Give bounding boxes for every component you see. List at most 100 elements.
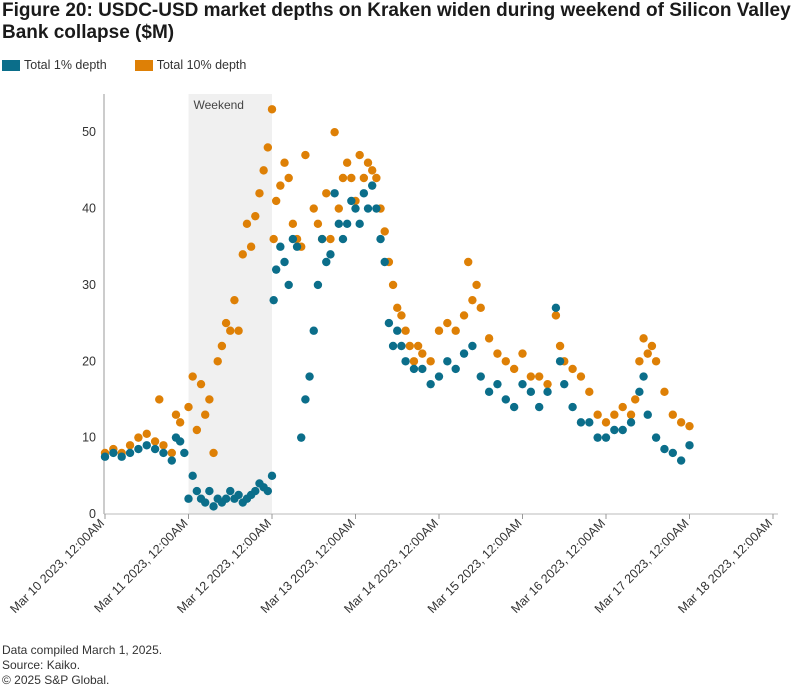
data-point bbox=[610, 425, 619, 435]
data-point bbox=[555, 341, 565, 351]
data-point bbox=[685, 421, 694, 431]
y-tick-label: 40 bbox=[82, 202, 96, 216]
data-point bbox=[150, 444, 160, 454]
data-point bbox=[221, 494, 231, 503]
data-point bbox=[188, 372, 197, 381]
data-point bbox=[384, 318, 394, 328]
data-point bbox=[443, 357, 452, 366]
data-point bbox=[180, 448, 189, 458]
data-point bbox=[301, 395, 310, 404]
data-point bbox=[288, 219, 298, 229]
data-point bbox=[459, 311, 469, 320]
data-point bbox=[309, 326, 318, 335]
data-point bbox=[196, 379, 206, 389]
data-point bbox=[585, 387, 594, 397]
x-tick-label: Mar 14 2023, 12:00AM bbox=[341, 516, 441, 616]
data-point bbox=[150, 437, 160, 446]
x-tick-label: Mar 11 2023, 12:00AM bbox=[91, 516, 190, 615]
data-point bbox=[493, 349, 502, 358]
data-point bbox=[676, 456, 686, 465]
chart-title: Figure 20: USDC-USD market depths on Kra… bbox=[2, 0, 791, 43]
legend-item-1pct: Total 1% depth bbox=[2, 58, 107, 72]
data-point bbox=[292, 242, 302, 251]
data-point bbox=[393, 326, 402, 335]
data-point bbox=[226, 486, 235, 496]
data-point bbox=[660, 444, 669, 454]
data-point bbox=[372, 173, 381, 183]
data-point bbox=[125, 448, 135, 458]
data-point bbox=[334, 219, 343, 229]
y-tick-label: 30 bbox=[82, 278, 96, 292]
footer-copyright: © 2025 S&P Global. bbox=[2, 673, 110, 687]
data-point bbox=[647, 341, 657, 351]
data-point bbox=[226, 326, 235, 335]
x-tick-label: Mar 10 2023, 12:00AM bbox=[7, 516, 107, 616]
data-point bbox=[213, 357, 222, 366]
x-tick-label: Mar 15 2023, 12:00AM bbox=[425, 516, 525, 616]
data-point bbox=[535, 402, 544, 412]
data-point bbox=[363, 158, 373, 167]
data-point bbox=[543, 379, 552, 389]
data-point bbox=[535, 372, 544, 381]
data-point bbox=[334, 204, 343, 213]
data-point bbox=[372, 204, 381, 213]
data-point bbox=[426, 379, 435, 389]
data-point bbox=[280, 158, 289, 167]
data-point bbox=[451, 364, 460, 374]
data-point bbox=[409, 364, 419, 374]
data-point bbox=[251, 486, 260, 496]
data-point bbox=[434, 326, 444, 335]
data-point bbox=[405, 341, 414, 351]
data-point bbox=[134, 433, 143, 442]
data-point bbox=[221, 318, 231, 328]
data-point bbox=[509, 402, 519, 412]
legend-label-10pct: Total 10% depth bbox=[156, 58, 247, 72]
data-point bbox=[359, 189, 369, 198]
data-point bbox=[555, 357, 565, 366]
data-point bbox=[167, 456, 176, 465]
data-point bbox=[363, 204, 373, 213]
data-point bbox=[269, 295, 278, 305]
y-tick-label: 20 bbox=[82, 354, 96, 368]
data-point bbox=[317, 234, 327, 244]
data-point bbox=[234, 326, 243, 335]
chart-legend: Total 1% depth Total 10% depth bbox=[2, 57, 274, 73]
data-point bbox=[330, 189, 339, 198]
data-point bbox=[518, 349, 527, 358]
legend-swatch-10pct bbox=[134, 59, 153, 71]
data-point bbox=[142, 441, 151, 450]
data-point bbox=[397, 341, 406, 351]
data-point bbox=[184, 494, 193, 503]
data-point bbox=[639, 334, 648, 343]
x-tick-label: Mar 12 2023, 12:00AM bbox=[174, 516, 274, 616]
data-point bbox=[309, 204, 318, 213]
data-point bbox=[651, 433, 661, 442]
data-point bbox=[388, 280, 398, 290]
data-point bbox=[155, 395, 164, 404]
data-point bbox=[484, 334, 494, 343]
data-point bbox=[359, 173, 369, 183]
data-point bbox=[560, 379, 569, 389]
x-tick-label: Mar 17 2023, 12:00AM bbox=[592, 516, 692, 616]
footer-compiled: Data compiled March 1, 2025. bbox=[2, 643, 163, 657]
data-point bbox=[284, 280, 293, 290]
data-point bbox=[643, 410, 652, 419]
legend-swatch-1pct bbox=[2, 59, 20, 71]
data-point bbox=[276, 242, 285, 251]
data-point bbox=[209, 502, 218, 511]
data-point bbox=[263, 486, 273, 496]
data-point bbox=[376, 234, 385, 244]
data-point bbox=[393, 303, 402, 313]
legend-label-1pct: Total 1% depth bbox=[24, 58, 107, 72]
data-point bbox=[593, 433, 602, 442]
data-point bbox=[426, 357, 435, 366]
data-point bbox=[255, 189, 264, 198]
data-point bbox=[618, 425, 627, 435]
data-point bbox=[434, 372, 444, 381]
data-point bbox=[585, 418, 594, 427]
data-point bbox=[192, 425, 202, 435]
data-point bbox=[631, 395, 640, 404]
weekend-band-label: Weekend bbox=[194, 98, 244, 112]
data-point bbox=[355, 150, 364, 160]
